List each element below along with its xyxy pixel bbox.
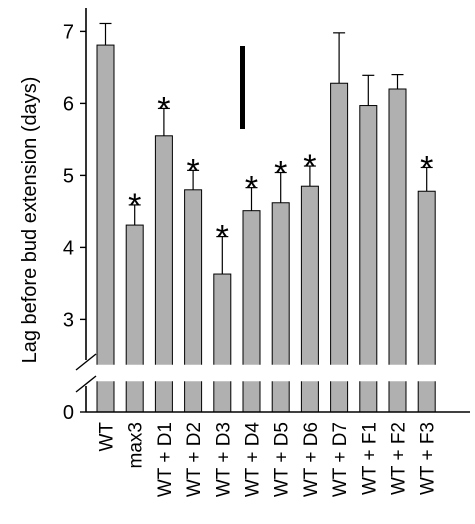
x-tick-label-3: WT + D2 (184, 422, 205, 497)
significance-star-11: * (420, 149, 433, 187)
significance-star-6: * (274, 155, 287, 193)
y-tick-label-1: 3 (63, 309, 74, 331)
bar-5 (242, 210, 261, 413)
significance-markers: * * * * * * * * (128, 90, 433, 256)
axes (75, 8, 472, 413)
x-tick-label-11: WT + F3 (418, 422, 439, 495)
x-tick-label-10: WT + F2 (389, 422, 410, 495)
x-tick-label-5: WT + D4 (243, 422, 264, 498)
axis-break-slash-1 (75, 375, 97, 393)
significance-star-1: * (128, 187, 141, 225)
bars (96, 44, 436, 413)
significance-star-4: * (216, 219, 229, 257)
scale-bar (240, 46, 245, 129)
y-tick-label-0: 0 (63, 402, 74, 424)
x-tick-label-1: max3 (126, 422, 147, 468)
x-tick-label-6: WT + D5 (272, 422, 293, 497)
x-tick-label-2: WT + D1 (155, 422, 176, 497)
significance-star-5: * (245, 170, 258, 208)
bar-10 (388, 88, 407, 413)
x-tick-label-9: WT + F1 (359, 422, 380, 495)
significance-star-2: * (157, 90, 170, 128)
y-tick-label-4: 6 (63, 93, 74, 115)
bar-1 (125, 224, 144, 413)
y-tick-labels: 0 3 4 5 6 7 (63, 21, 74, 424)
y-tick-label-5: 7 (63, 21, 74, 43)
bar-4 (213, 273, 232, 413)
bar-8 (330, 82, 349, 413)
significance-star-7: * (303, 148, 316, 186)
x-tick-label-0: WT (97, 422, 118, 452)
y-tick-label-3: 5 (63, 165, 74, 187)
y-axis-label: Lag before bud extension (days) (19, 77, 41, 364)
y-tick-label-2: 4 (63, 237, 74, 259)
x-tick-label-4: WT + D3 (213, 422, 234, 497)
significance-star-3: * (186, 152, 199, 190)
axis-break-band (80, 367, 470, 379)
error-bars (99, 22, 433, 275)
x-tick-labels: WT max3 WT + D1 WT + D2 WT + D3 WT + D4 WT + D… (97, 422, 439, 498)
axis-break-slash-0 (75, 353, 97, 371)
x-tick-label-8: WT + D7 (330, 422, 351, 497)
x-tick-label-7: WT + D6 (301, 422, 322, 497)
bar-0 (96, 44, 115, 413)
